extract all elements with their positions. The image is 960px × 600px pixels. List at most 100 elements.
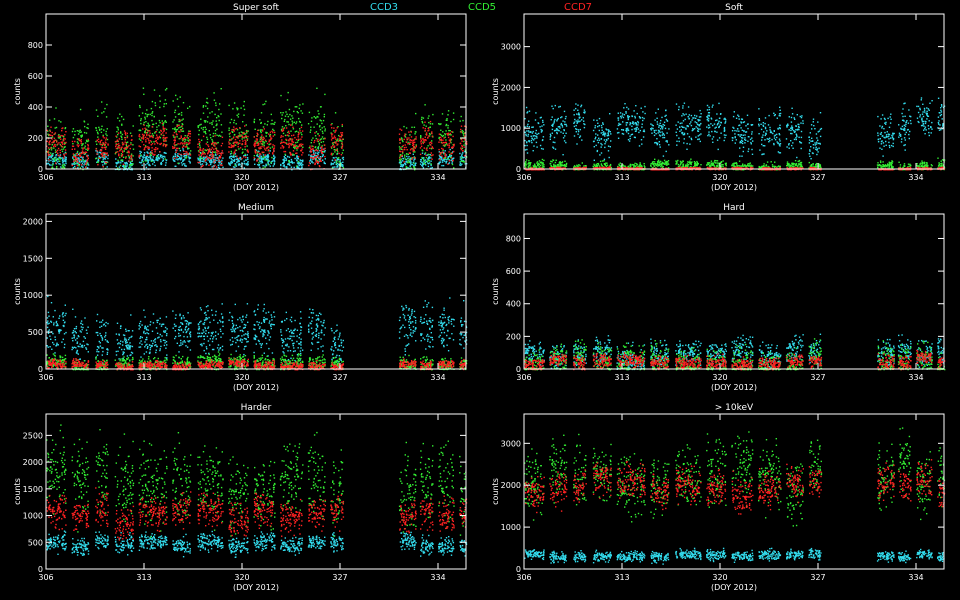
data-point xyxy=(405,133,407,136)
data-point xyxy=(317,146,320,148)
data-point xyxy=(770,130,772,132)
data-point xyxy=(553,165,556,167)
data-point xyxy=(332,145,334,147)
data-point xyxy=(295,122,297,125)
data-point xyxy=(940,109,942,111)
data-point xyxy=(664,163,666,165)
data-point xyxy=(117,129,119,131)
data-point xyxy=(334,112,337,114)
data-point xyxy=(315,158,318,160)
data-point xyxy=(337,143,339,145)
data-point xyxy=(706,116,708,118)
data-point xyxy=(290,161,292,163)
data-point xyxy=(441,151,443,154)
data-point xyxy=(710,123,712,125)
data-point xyxy=(558,130,560,132)
data-point xyxy=(267,157,269,159)
data-point xyxy=(244,142,247,144)
data-point xyxy=(319,106,322,108)
data-point xyxy=(451,160,454,163)
data-point xyxy=(106,161,109,163)
data-point xyxy=(711,130,713,133)
data-point xyxy=(56,166,58,168)
data-point xyxy=(116,147,119,150)
data-point xyxy=(253,118,256,121)
data-point xyxy=(296,165,299,167)
data-point xyxy=(665,114,667,117)
data-point xyxy=(138,133,141,136)
data-point xyxy=(408,142,411,144)
data-point xyxy=(740,137,743,139)
data-point xyxy=(260,158,263,160)
data-point xyxy=(904,144,906,146)
data-point xyxy=(663,124,666,126)
data-point xyxy=(178,127,180,129)
data-point xyxy=(87,167,89,169)
data-point xyxy=(322,151,325,153)
data-point xyxy=(200,163,202,166)
data-point xyxy=(554,118,556,121)
data-point xyxy=(402,149,404,151)
data-point xyxy=(682,113,684,115)
data-point xyxy=(238,148,240,150)
data-point xyxy=(340,132,342,134)
data-point xyxy=(719,113,722,115)
data-point xyxy=(930,126,932,129)
data-point xyxy=(683,133,686,136)
data-point xyxy=(813,125,815,127)
data-point xyxy=(273,123,275,125)
data-point xyxy=(773,143,775,146)
data-point xyxy=(86,154,88,157)
data-point xyxy=(103,157,106,160)
data-point xyxy=(138,135,140,137)
data-point xyxy=(228,104,230,107)
data-point xyxy=(217,141,219,144)
data-point xyxy=(151,112,153,114)
data-point xyxy=(331,133,334,135)
data-point xyxy=(200,149,202,152)
data-point xyxy=(175,151,177,153)
data-point xyxy=(301,124,303,126)
data-point xyxy=(449,148,451,151)
data-point xyxy=(790,121,793,123)
data-point xyxy=(216,153,219,155)
data-point xyxy=(885,144,887,146)
data-point xyxy=(439,139,441,141)
data-point xyxy=(155,158,157,160)
data-point xyxy=(128,167,130,169)
data-point xyxy=(556,118,559,121)
data-point xyxy=(552,159,554,161)
data-point xyxy=(415,112,417,115)
data-point xyxy=(536,135,538,138)
data-point xyxy=(445,124,447,127)
data-point xyxy=(95,150,97,152)
data-point xyxy=(409,160,412,162)
data-point xyxy=(778,113,781,115)
data-point xyxy=(272,123,274,125)
data-point xyxy=(208,149,210,152)
data-point xyxy=(118,145,120,147)
data-point xyxy=(115,144,117,146)
data-point xyxy=(415,138,417,140)
data-point xyxy=(292,117,294,119)
data-point xyxy=(899,134,902,136)
data-point xyxy=(107,143,109,145)
data-point xyxy=(76,144,78,146)
data-point xyxy=(538,166,540,168)
data-point xyxy=(143,148,145,151)
data-point xyxy=(81,165,83,167)
data-point xyxy=(214,145,216,147)
data-point xyxy=(633,136,636,138)
data-point xyxy=(238,163,240,165)
data-point xyxy=(267,120,269,123)
data-point xyxy=(802,120,804,122)
data-point xyxy=(675,131,677,133)
data-point xyxy=(231,146,233,148)
data-point xyxy=(575,120,577,122)
data-point xyxy=(234,163,236,165)
data-point xyxy=(294,106,296,108)
data-point xyxy=(341,147,343,149)
data-point xyxy=(462,130,464,133)
data-point xyxy=(96,139,98,142)
data-point xyxy=(99,149,101,152)
